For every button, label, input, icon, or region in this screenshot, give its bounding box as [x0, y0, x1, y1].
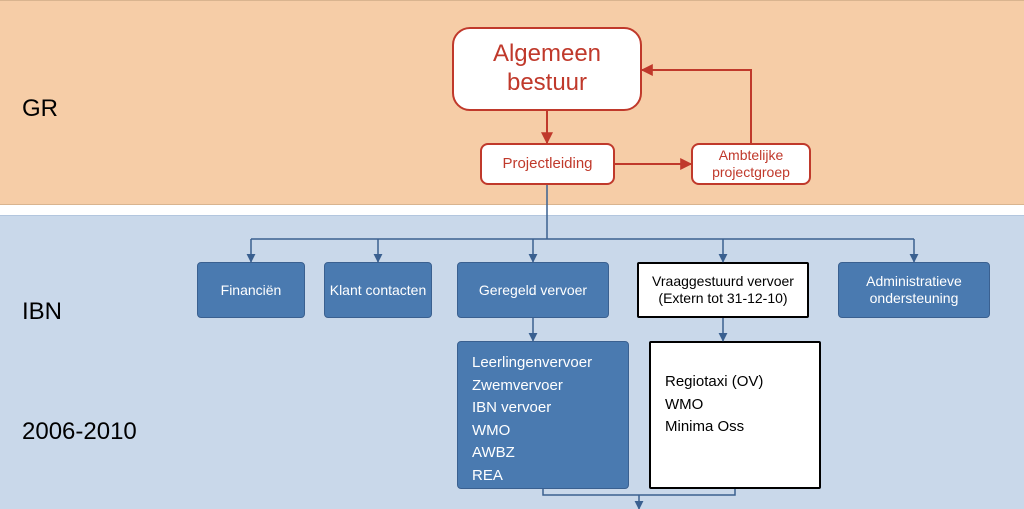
list-item: WMO	[665, 394, 805, 417]
node-financien: Financiën	[197, 262, 305, 318]
label-ibn: IBN	[22, 298, 62, 326]
node-geregeld-vervoer: Geregeld vervoer	[457, 262, 609, 318]
node-algemeen-bestuur: Algemeen bestuur	[452, 27, 642, 111]
label-gr: GR	[22, 95, 58, 123]
node-vraaggestuurd-vervoer: Vraaggestuurd vervoer (Extern tot 31-12-…	[637, 262, 809, 318]
node-admin-ondersteuning: Administratieve ondersteuning	[838, 262, 990, 318]
list-geregeld-items: LeerlingenvervoerZwemvervoerIBN vervoerW…	[457, 341, 629, 489]
list-item: REA	[472, 465, 614, 488]
list-item: Leerlingenvervoer	[472, 352, 614, 375]
list-item: WMO	[472, 420, 614, 443]
node-ambtelijke-projectgroep: Ambtelijke projectgroep	[691, 143, 811, 185]
list-item: AWBZ	[472, 442, 614, 465]
list-item: Zwemvervoer	[472, 375, 614, 398]
label-years: 2006-2010	[22, 418, 137, 446]
node-projectleiding: Projectleiding	[480, 143, 615, 185]
list-item: Minima Oss	[665, 416, 805, 439]
list-item: IBN vervoer	[472, 397, 614, 420]
list-vraag-items: Regiotaxi (OV)WMOMinima Oss	[649, 341, 821, 489]
node-klant-contacten: Klant contacten	[324, 262, 432, 318]
list-item: Regiotaxi (OV)	[665, 371, 805, 394]
